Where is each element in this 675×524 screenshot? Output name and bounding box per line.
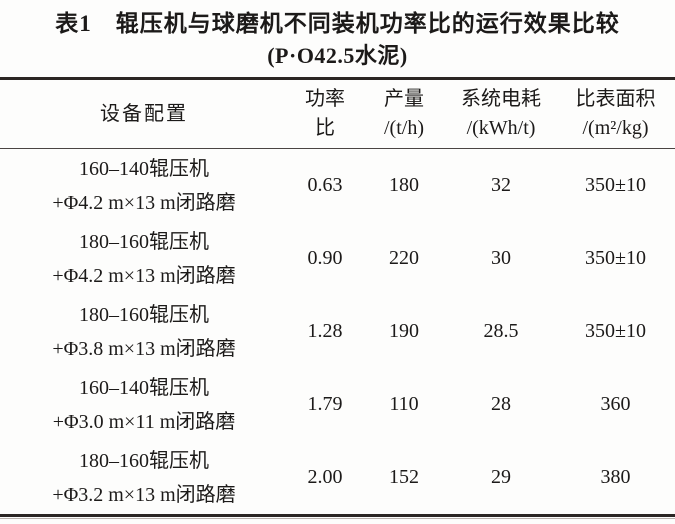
power-ratio-value: 1.28 bbox=[307, 320, 343, 342]
surface-area-value: 350±10 bbox=[585, 247, 646, 269]
output-value: 110 bbox=[389, 393, 419, 415]
header-power-ratio-line1: 功率 bbox=[305, 88, 345, 110]
power-consumption-value: 28 bbox=[491, 393, 511, 415]
device-config-line2: +Φ4.2 m×13 m闭路磨 bbox=[52, 264, 236, 287]
table-row: 160–140辊压机 +Φ4.2 m×13 m闭路磨 0.63 180 32 3… bbox=[0, 149, 675, 222]
device-config-line2: +Φ3.8 m×13 m闭路磨 bbox=[52, 337, 236, 360]
device-config-cell: 180–160辊压机 +Φ3.2 m×13 m闭路磨 bbox=[0, 441, 288, 514]
header-surface-area-line2: /(m²/kg) bbox=[582, 117, 649, 139]
table-subtitle: (P·O42.5水泥) bbox=[267, 43, 408, 68]
power-consumption-value: 29 bbox=[491, 466, 511, 488]
header-power-consumption-line1: 系统电耗 bbox=[461, 88, 541, 110]
power-consumption-value: 28.5 bbox=[483, 320, 519, 342]
device-config-line1: 180–160辊压机 bbox=[79, 303, 209, 326]
output-value: 220 bbox=[389, 247, 419, 269]
device-config-cell: 180–160辊压机 +Φ4.2 m×13 m闭路磨 bbox=[0, 222, 288, 295]
surface-area-value: 360 bbox=[600, 393, 631, 415]
output-value: 180 bbox=[389, 174, 419, 196]
surface-area-value: 380 bbox=[600, 466, 631, 488]
header-power-consumption: 系统电耗 /(kWh/t) bbox=[446, 80, 556, 148]
device-config-line2: +Φ4.2 m×13 m闭路磨 bbox=[52, 191, 236, 214]
device-config-line1: 160–140辊压机 bbox=[79, 376, 209, 399]
header-device-config: 设备配置 bbox=[100, 102, 188, 125]
header-surface-area-line1: 比表面积 bbox=[575, 88, 656, 110]
table-row: 180–160辊压机 +Φ4.2 m×13 m闭路磨 0.90 220 30 3… bbox=[0, 222, 675, 295]
header-surface-area: 比表面积 /(m²/kg) bbox=[556, 80, 675, 148]
table-row: 180–160辊压机 +Φ3.8 m×13 m闭路磨 1.28 190 28.5… bbox=[0, 295, 675, 368]
device-config-cell: 160–140辊压机 +Φ4.2 m×13 m闭路磨 bbox=[0, 149, 288, 222]
table-bottom-rule bbox=[0, 514, 675, 519]
surface-area-value: 350±10 bbox=[585, 320, 646, 342]
device-config-line1: 180–160辊压机 bbox=[79, 449, 209, 472]
table-top-rule bbox=[0, 77, 675, 80]
output-value: 190 bbox=[389, 320, 419, 342]
power-consumption-value: 30 bbox=[491, 247, 511, 269]
device-config-line2: +Φ3.2 m×13 m闭路磨 bbox=[52, 483, 236, 506]
device-config-line1: 160–140辊压机 bbox=[79, 157, 209, 180]
power-ratio-value: 0.90 bbox=[307, 247, 343, 269]
device-config-cell: 160–140辊压机 +Φ3.0 m×11 m闭路磨 bbox=[0, 368, 288, 441]
device-config-cell: 180–160辊压机 +Φ3.8 m×13 m闭路磨 bbox=[0, 295, 288, 368]
header-power-ratio-line2: 比 bbox=[315, 117, 335, 139]
table-row: 160–140辊压机 +Φ3.0 m×11 m闭路磨 1.79 110 28 3… bbox=[0, 368, 675, 441]
table-header-row: 设备配置 功率 比 产量 /(t/h) 系统电耗 /(kWh/t) 比表面积 /… bbox=[0, 80, 675, 148]
table-header-divider bbox=[0, 148, 675, 149]
header-output: 产量 /(t/h) bbox=[362, 80, 446, 148]
power-ratio-value: 0.63 bbox=[307, 174, 343, 196]
output-value: 152 bbox=[389, 466, 419, 488]
header-output-line2: /(t/h) bbox=[384, 117, 424, 139]
power-ratio-value: 2.00 bbox=[307, 466, 343, 488]
table-row: 180–160辊压机 +Φ3.2 m×13 m闭路磨 2.00 152 29 3… bbox=[0, 441, 675, 514]
header-power-consumption-line2: /(kWh/t) bbox=[466, 117, 536, 139]
device-config-line1: 180–160辊压机 bbox=[79, 230, 209, 253]
header-output-line1: 产量 bbox=[384, 88, 424, 110]
device-config-line2: +Φ3.0 m×11 m闭路磨 bbox=[52, 410, 236, 433]
power-consumption-value: 32 bbox=[491, 174, 511, 196]
table-title: 表1 辊压机与球磨机不同装机功率比的运行效果比较 bbox=[55, 11, 620, 36]
header-power-ratio: 功率 比 bbox=[288, 80, 362, 148]
surface-area-value: 350±10 bbox=[585, 174, 646, 196]
power-ratio-value: 1.79 bbox=[307, 393, 343, 415]
